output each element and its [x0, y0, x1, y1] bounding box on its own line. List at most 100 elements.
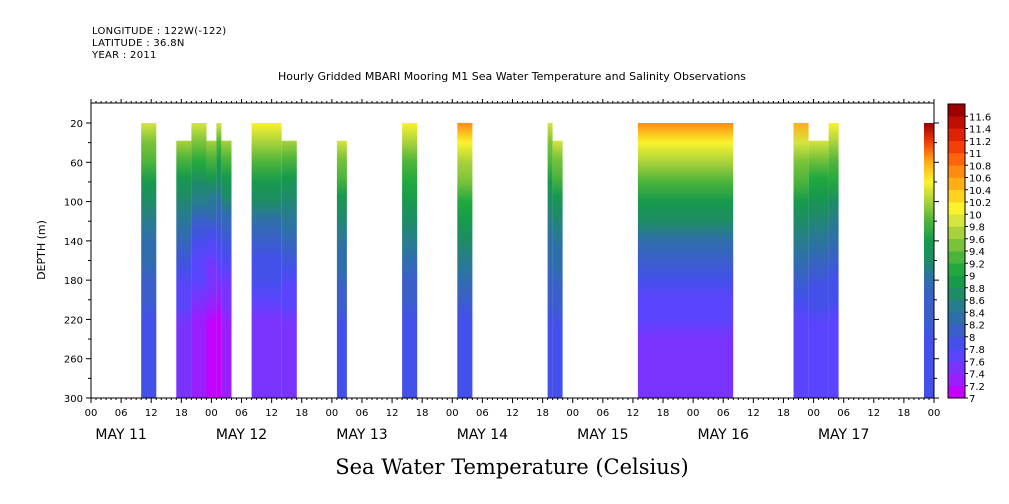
colorbar-cell [948, 189, 965, 203]
colorbar-cell [948, 238, 965, 252]
colorbar-cell [948, 177, 965, 191]
x-tick-label: 12 [506, 408, 519, 419]
y-tick-label: 140 [64, 237, 83, 248]
x-tick-label: 18 [295, 408, 308, 419]
data-block [281, 140, 297, 398]
colorbar-label: 7.2 [969, 382, 985, 393]
y-tick-label: 260 [64, 355, 83, 366]
x-tick-label: 18 [416, 408, 429, 419]
data-block [552, 140, 563, 398]
colorbar-cell [948, 153, 965, 166]
colorbar-cell [948, 385, 965, 399]
data-block [637, 123, 734, 398]
colorbar-label: 8.4 [969, 308, 985, 319]
chart-title: Hourly Gridded MBARI Mooring M1 Sea Wate… [278, 70, 746, 83]
latitude-label: LATITUDE : 36.8N [92, 38, 185, 49]
colorbar-label: 9.4 [969, 247, 985, 258]
x-day-label: MAY 14 [457, 427, 508, 443]
colorbar-cell [948, 361, 965, 374]
colorbar-label: 8.6 [969, 296, 985, 307]
colorbar-cell [948, 104, 965, 117]
x-tick-label: 12 [145, 408, 158, 419]
colorbar-label: 8.8 [969, 284, 985, 295]
x-tick-label: 12 [265, 408, 278, 419]
x-day-label: MAY 11 [95, 427, 146, 443]
data-block [191, 123, 207, 398]
x-tick-label: 00 [325, 408, 338, 419]
data-block [221, 140, 232, 398]
colorbar-label: 10.4 [969, 186, 991, 197]
colorbar-label: 9 [969, 272, 975, 283]
y-tick-label: 20 [70, 119, 83, 130]
x-tick-label: 18 [536, 408, 549, 419]
data-block [402, 123, 418, 398]
colorbar-cell [948, 202, 965, 215]
longitude-label: LONGITUDE : 122W(-122) [92, 26, 227, 37]
x-tick-label: 00 [566, 408, 579, 419]
colorbar-cell [948, 116, 965, 129]
x-tick-label: 18 [898, 408, 911, 419]
y-tick-label: 220 [64, 315, 83, 326]
colorbar-label: 9.6 [969, 235, 985, 246]
data-block [924, 123, 934, 398]
colorbar-cell [948, 214, 965, 227]
colorbar-cell [948, 226, 965, 240]
colorbar-label: 10.6 [969, 174, 991, 185]
data-block [808, 140, 829, 398]
colorbar-cell [948, 336, 965, 350]
x-day-label: MAY 15 [577, 427, 628, 443]
x-tick-label: 18 [175, 408, 188, 419]
x-tick-label: 06 [476, 408, 489, 419]
colorbar-label: 11.6 [969, 112, 991, 123]
colorbar-label: 7.6 [969, 357, 985, 368]
colorbar-cell [948, 349, 965, 362]
x-tick-label: 06 [356, 408, 369, 419]
colorbar-cell [948, 251, 965, 264]
x-tick-label: 06 [717, 408, 730, 419]
colorbar-label: 10.8 [969, 161, 991, 172]
colorbar: 77.27.4 7.67.888.2 8.48.68.89 9.29.49.69.8 1… [947, 103, 991, 405]
colorbar-cell [948, 165, 965, 178]
x-tick-label: 00 [928, 408, 941, 419]
x-tick-label: 12 [867, 408, 880, 419]
colorbar-label: 11.2 [969, 137, 991, 148]
y-tick-label: 180 [64, 276, 83, 287]
data-block [793, 123, 809, 398]
data-block [206, 140, 217, 398]
x-tick-label: 06 [837, 408, 850, 419]
x-day-label: MAY 16 [698, 427, 749, 443]
data-block [828, 123, 839, 398]
x-tick-label: 18 [657, 408, 670, 419]
colorbar-label: 9.2 [969, 259, 985, 270]
colorbar-cell [948, 373, 965, 387]
x-tick-label: 12 [627, 408, 640, 419]
colorbar-cell [948, 324, 965, 338]
colorbar-label: 8.2 [969, 321, 985, 332]
data-block [336, 140, 347, 398]
colorbar-cell [948, 128, 965, 142]
chart-caption: Sea Water Temperature (Celsius) [335, 455, 689, 479]
colorbar-label: 11.4 [969, 125, 991, 136]
colorbar-cell [948, 287, 965, 301]
x-tick-label: 06 [596, 408, 609, 419]
colorbar-cell [948, 275, 965, 289]
data-block [547, 123, 553, 398]
x-tick-label: 06 [115, 408, 128, 419]
x-tick-label: 00 [807, 408, 820, 419]
colorbar-label: 7 [969, 394, 975, 405]
x-tick-label: 06 [235, 408, 248, 419]
year-label: YEAR : 2011 [92, 50, 157, 61]
data-block [216, 123, 222, 398]
data-block [176, 140, 192, 398]
colorbar-label: 11 [969, 149, 982, 160]
x-axis: 00 06 12 18 00 06 12 18 00 06 12 18 00 06 12 18 00 06 12 18… [85, 99, 941, 443]
x-tick-label: 12 [747, 408, 760, 419]
colorbar-label: 7.8 [969, 345, 985, 356]
y-tick-label: 100 [64, 198, 83, 209]
data-block [457, 123, 473, 398]
data-block [251, 123, 282, 398]
x-tick-label: 00 [85, 408, 98, 419]
y-axis-label: DEPTH (m) [35, 220, 48, 280]
colorbar-cell [948, 300, 965, 313]
y-tick-label: 60 [70, 158, 83, 169]
